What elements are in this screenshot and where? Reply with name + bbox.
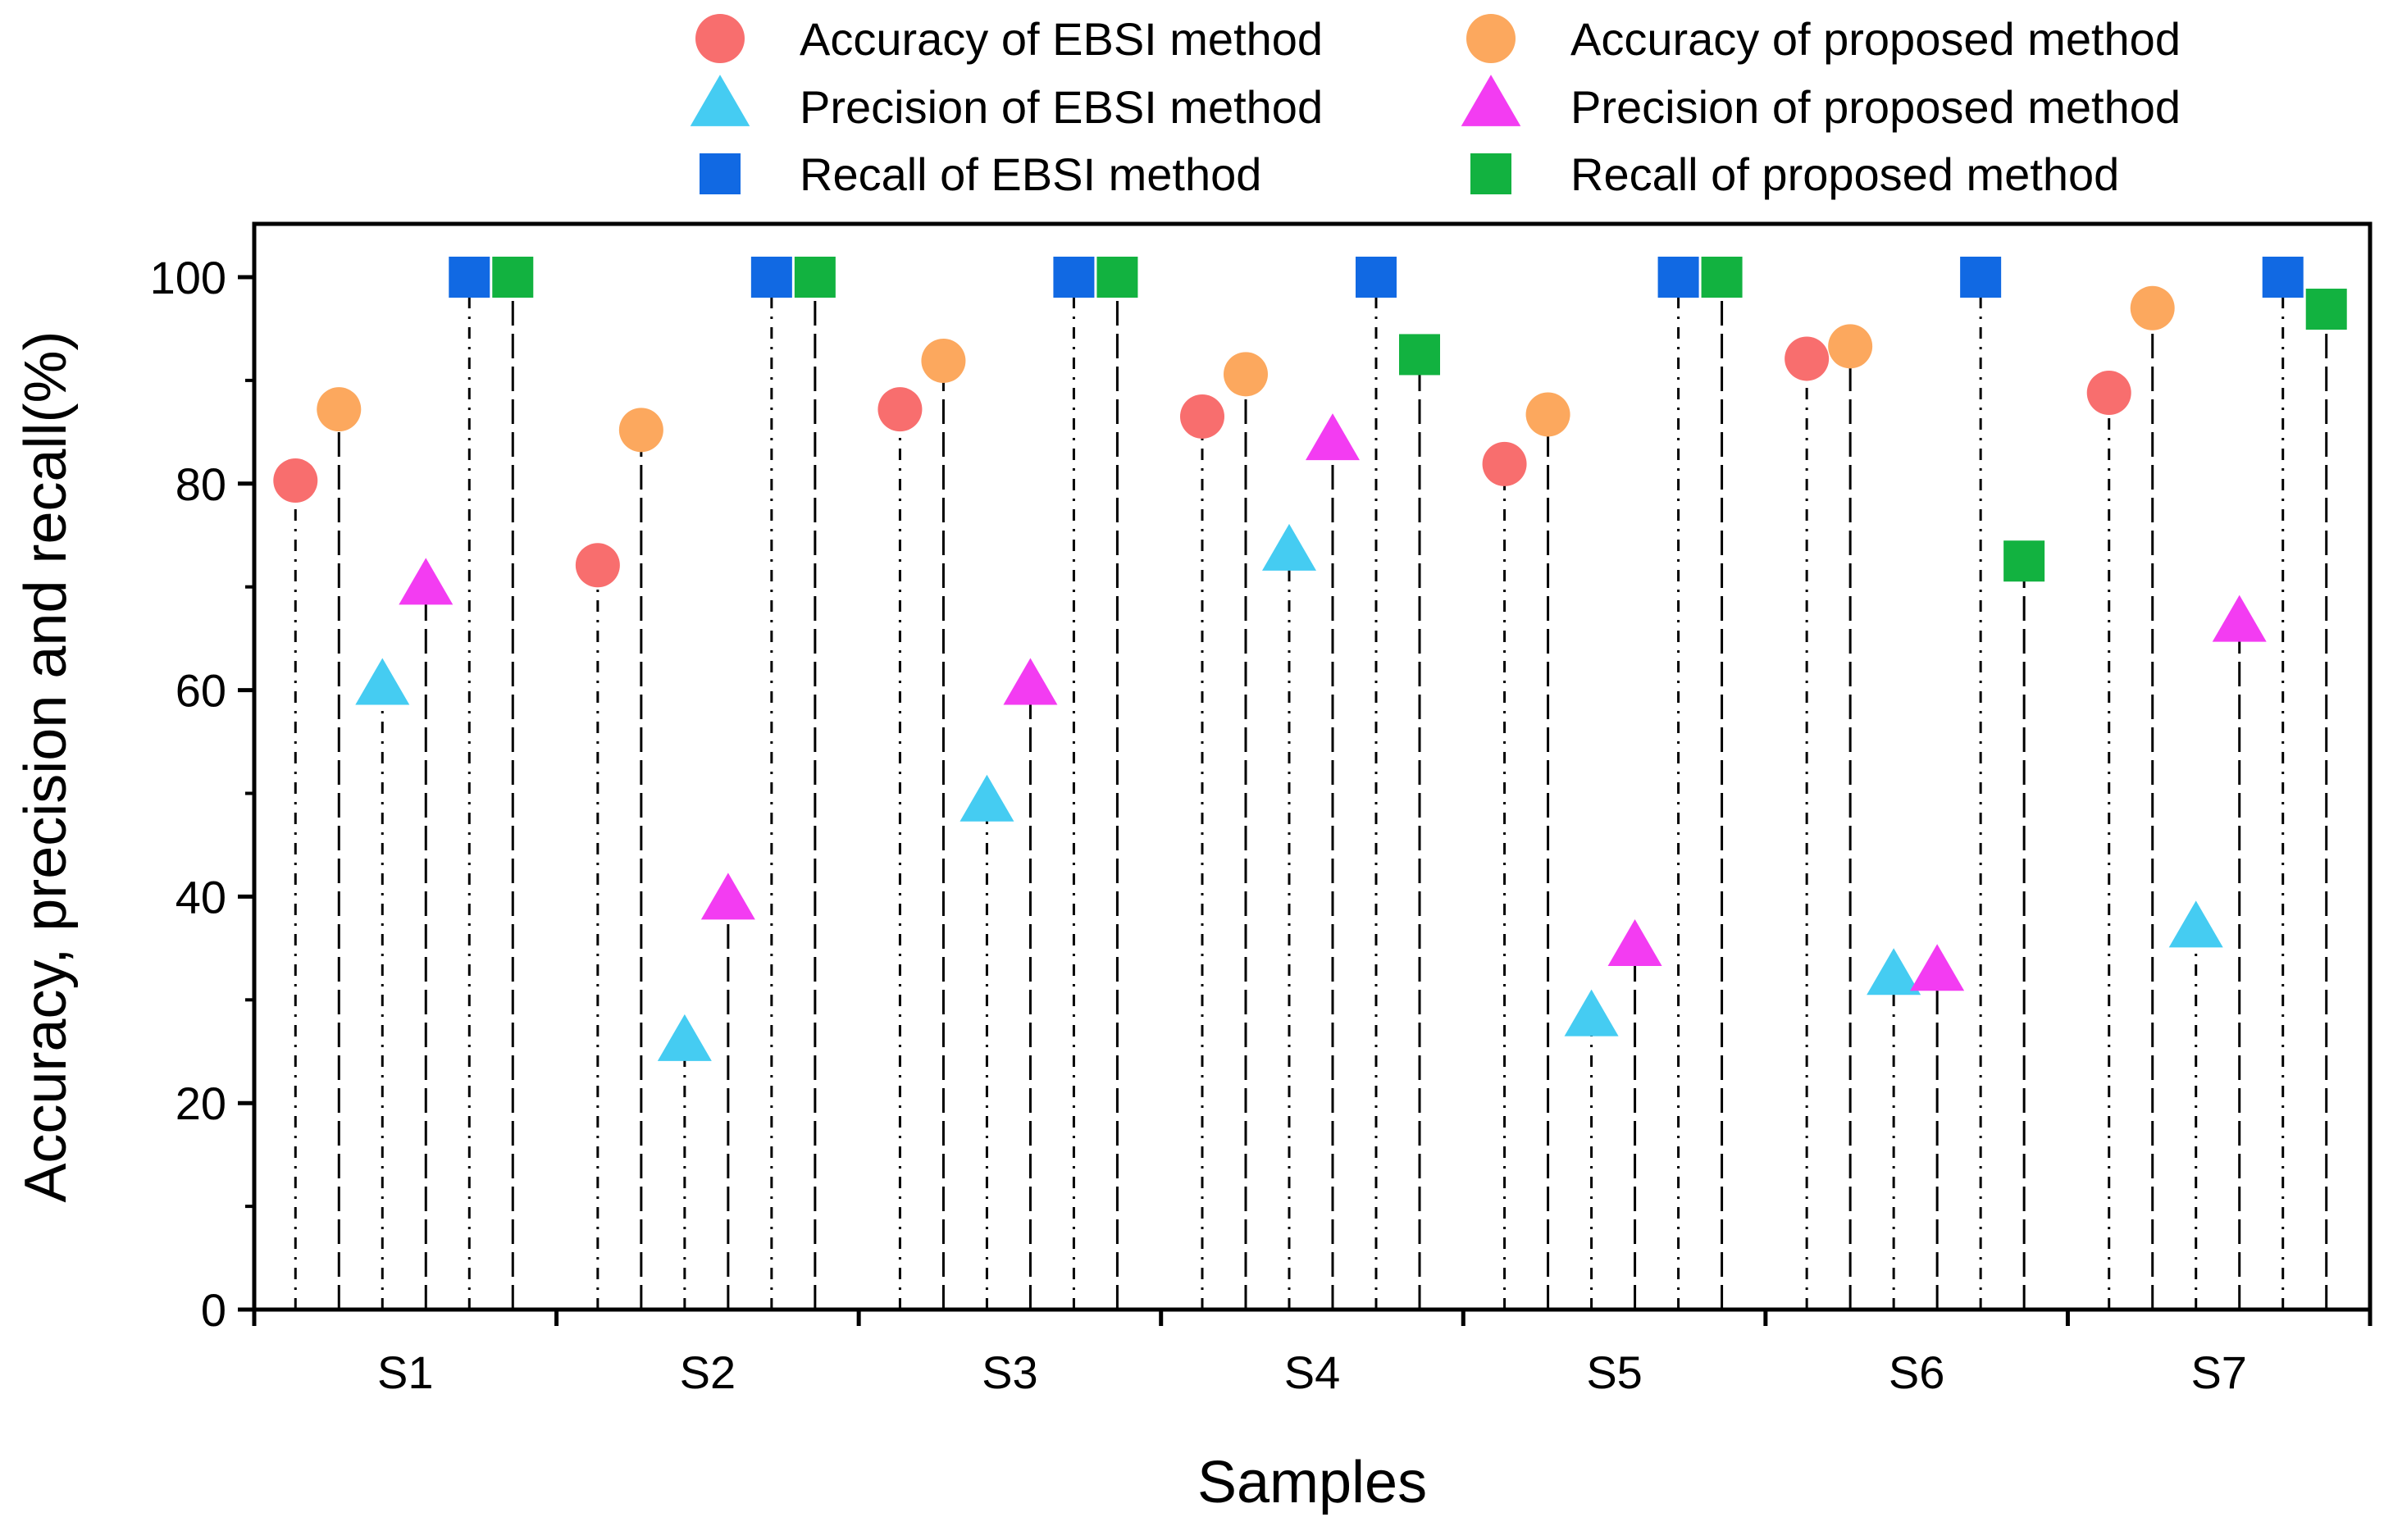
data-point	[1096, 257, 1138, 298]
legend-label: Precision of EBSI method	[800, 81, 1323, 133]
data-point	[1960, 257, 2002, 298]
data-point	[657, 1014, 712, 1061]
data-point	[2130, 285, 2175, 330]
data-point	[794, 257, 836, 298]
data-point	[575, 543, 620, 588]
data-point	[2003, 540, 2045, 582]
data-point	[1701, 257, 1743, 298]
legend-marker	[690, 75, 750, 126]
data-point	[1399, 334, 1440, 376]
legend-marker	[695, 14, 745, 63]
data-point	[1607, 919, 1662, 967]
data-point	[1867, 948, 1921, 996]
data-point	[877, 387, 923, 432]
legend-marker	[1461, 75, 1521, 126]
y-axis-title: Accuracy, precision and recall(%)	[13, 330, 79, 1202]
data-point	[921, 338, 966, 383]
x-tick-label: S6	[1889, 1346, 1945, 1398]
data-point	[1224, 352, 1268, 397]
data-point	[700, 873, 755, 920]
x-tick-label: S4	[1284, 1346, 1341, 1398]
data-point	[2305, 289, 2347, 330]
data-point	[1564, 989, 1619, 1037]
data-point	[355, 658, 410, 705]
data-point	[317, 387, 362, 432]
y-tick-label: 0	[201, 1284, 226, 1336]
x-tick-label: S3	[982, 1346, 1038, 1398]
data-point	[2262, 257, 2304, 298]
legend-marker	[700, 153, 741, 194]
data-point	[1657, 257, 1699, 298]
y-tick-label: 100	[150, 252, 226, 303]
x-tick-label: S7	[2190, 1346, 2247, 1398]
x-axis: S1 S2 S3 S4 S5 S6 S7	[252, 1310, 2373, 1398]
data-point	[399, 558, 454, 605]
data-point	[273, 458, 318, 503]
data-point	[1053, 257, 1095, 298]
legend-marker	[1470, 153, 1511, 194]
legend-item: Recall of proposed method	[1470, 148, 2119, 200]
plot-frame	[252, 221, 2373, 1312]
data-point	[1003, 658, 1058, 705]
data-point	[1262, 523, 1316, 571]
data-point	[1828, 324, 1873, 369]
y-tick-label: 40	[175, 871, 226, 923]
legend-label: Precision of proposed method	[1570, 81, 2181, 133]
data-point	[1910, 944, 1965, 991]
legend-item: Recall of EBSI method	[700, 148, 1261, 200]
data-point	[492, 257, 534, 298]
data-point	[1180, 394, 1224, 439]
data-point	[2212, 595, 2267, 642]
legend-label: Accuracy of proposed method	[1570, 13, 2181, 65]
legend: Accuracy of EBSI method Accuracy of propo…	[690, 13, 2181, 200]
data-point	[2086, 371, 2131, 416]
legend-item: Accuracy of EBSI method	[695, 13, 1323, 65]
x-tick-label: S5	[1586, 1346, 1643, 1398]
x-tick-label: S2	[680, 1346, 736, 1398]
data-point	[449, 257, 490, 298]
data-point	[960, 774, 1014, 822]
legend-label: Recall of EBSI method	[800, 148, 1261, 200]
data-point	[618, 408, 663, 453]
legend-label: Recall of proposed method	[1570, 148, 2119, 200]
data-point	[1356, 257, 1397, 298]
legend-item: Accuracy of proposed method	[1466, 13, 2181, 65]
data-markers	[273, 257, 2347, 1061]
legend-marker	[1466, 14, 1516, 63]
data-point	[1525, 392, 1570, 437]
data-point	[1785, 336, 1830, 381]
legend-label: Accuracy of EBSI method	[800, 13, 1323, 65]
y-axis: 0 20 40 60 80 100	[150, 252, 254, 1336]
y-tick-label: 60	[175, 665, 226, 717]
x-axis-title: Samples	[1197, 1450, 1427, 1515]
legend-item: Precision of EBSI method	[690, 75, 1323, 133]
y-tick-label: 20	[175, 1078, 226, 1129]
data-point	[1306, 413, 1360, 461]
data-point	[2168, 900, 2223, 948]
y-tick-label: 80	[175, 458, 226, 510]
legend-item: Precision of proposed method	[1461, 75, 2181, 133]
data-point	[750, 257, 792, 298]
data-point	[1482, 441, 1527, 486]
drop-lines	[294, 287, 2328, 1310]
x-tick-label: S1	[377, 1346, 434, 1398]
